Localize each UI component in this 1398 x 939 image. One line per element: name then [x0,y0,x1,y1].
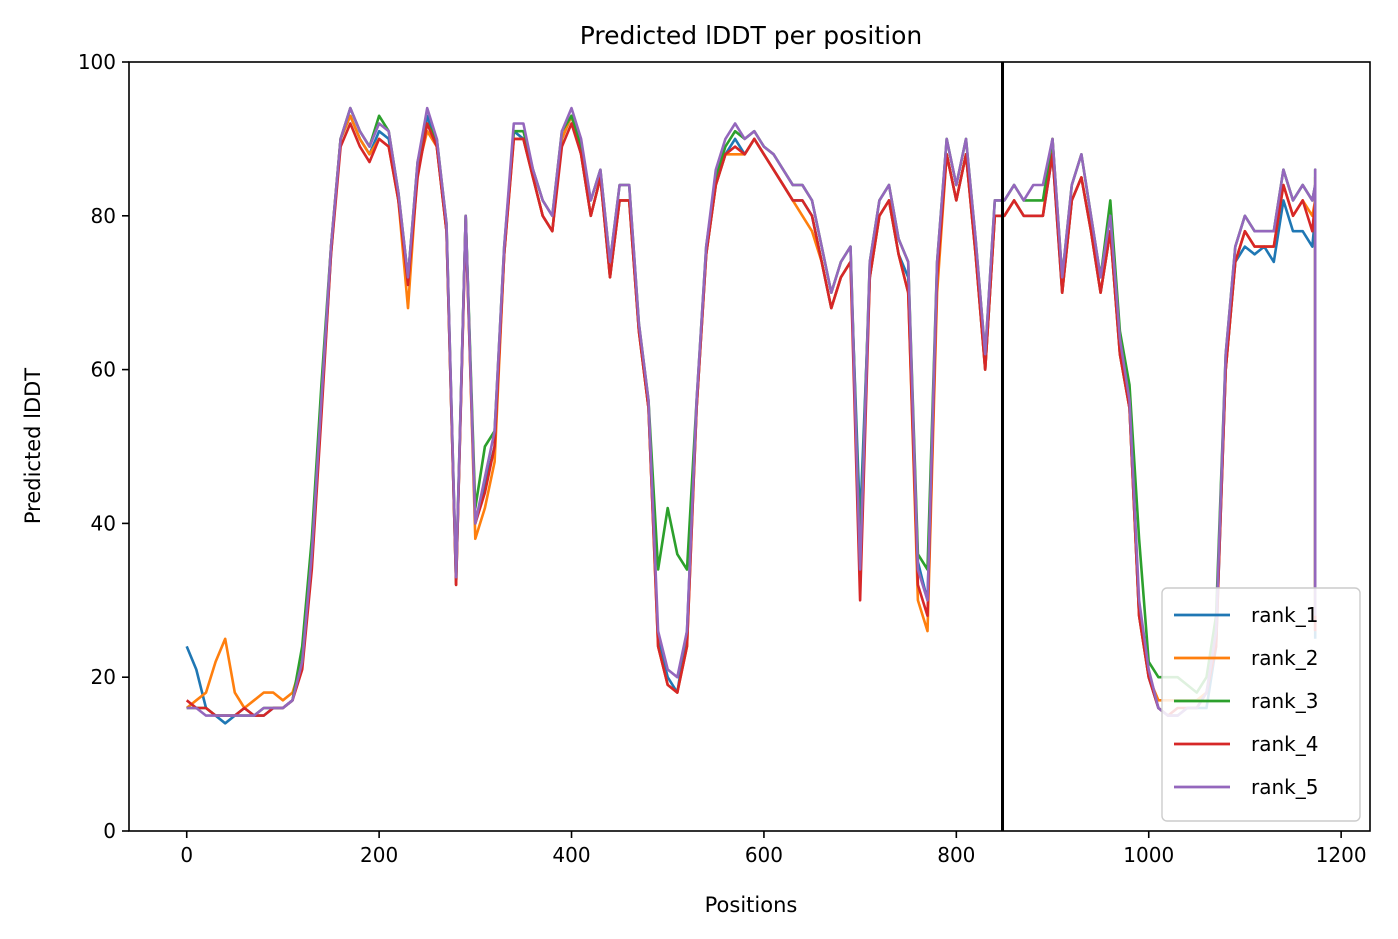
chart-title: Predicted lDDT per position [580,21,922,50]
y-axis: 0 20 40 60 80 100 [78,50,129,843]
x-tick-label: 800 [937,843,975,867]
x-tick-label: 200 [360,843,398,867]
x-tick-label: 1000 [1123,843,1174,867]
y-tick-label: 0 [103,819,116,843]
x-axis-label: Positions [705,893,798,917]
x-tick-label: 1200 [1316,843,1367,867]
legend-label-rank-3: rank_3 [1251,689,1318,713]
y-tick-label: 40 [91,511,116,535]
legend-label-rank-5: rank_5 [1251,775,1318,799]
legend-box [1161,587,1361,822]
legend-label-rank-1: rank_1 [1251,603,1318,627]
y-tick-label: 80 [91,204,116,228]
series-line-rank-5 [186,106,1317,717]
legend-label-rank-4: rank_4 [1251,732,1318,756]
y-tick-label: 20 [91,665,116,689]
x-tick-label: 400 [552,843,590,867]
x-tick-label: 600 [745,843,783,867]
y-tick-label: 60 [91,358,116,382]
y-axis-label: Predicted lDDT [21,368,45,524]
legend: rank_1 rank_2 rank_3 rank_4 rank_5 [1161,587,1361,822]
x-axis: 0 200 400 600 800 1000 1200 [180,831,1367,867]
series-layer [185,106,1317,725]
y-tick-label: 100 [78,50,116,74]
x-tick-label: 0 [180,843,193,867]
legend-label-rank-2: rank_2 [1251,646,1318,670]
plot-frame [128,61,1371,832]
